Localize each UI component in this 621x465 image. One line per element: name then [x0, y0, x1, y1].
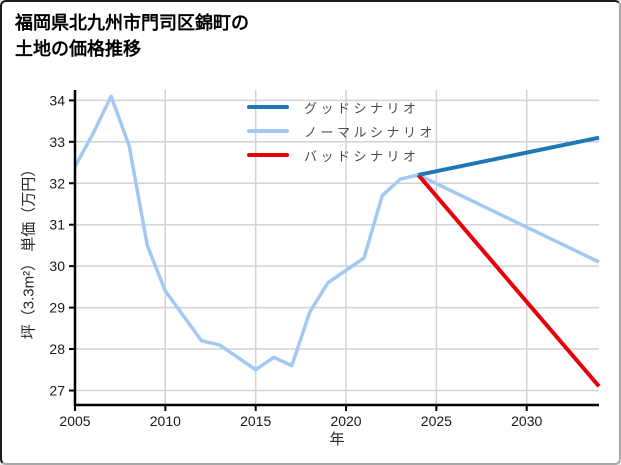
legend-label-good: グッドシナリオ	[304, 100, 420, 116]
y-axis-label: 坪（3.3m²） 単価（万円）	[20, 161, 38, 340]
bad-scenario-line-swatch	[247, 153, 289, 157]
x-tick-label: 2010	[150, 413, 181, 429]
legend-label-bad: バッドシナリオ	[304, 148, 420, 164]
x-tick-label: 2005	[59, 413, 90, 429]
y-tick-label: 31	[49, 217, 65, 233]
chart-title-line2: 土地の価格推移	[15, 39, 141, 59]
legend-item-good-scenario: グッドシナリオ	[247, 95, 436, 119]
good-scenario-line-swatch	[247, 105, 289, 109]
y-tick-label: 27	[49, 382, 65, 398]
y-tick-label: 34	[49, 92, 65, 108]
series-line-good-scenario	[417, 135, 600, 177]
series-line-normal-scenario	[73, 94, 600, 372]
x-axis-label: 年	[329, 431, 345, 448]
y-tick-label: 29	[49, 300, 65, 316]
series-line-bad-scenario	[416, 173, 601, 388]
legend-item-normal-scenario: ノーマルシナリオ	[247, 119, 436, 143]
normal-scenario-line-swatch	[247, 129, 289, 133]
y-tick-label: 30	[49, 258, 65, 274]
x-tick-label: 2020	[330, 413, 361, 429]
x-tick-label: 2030	[511, 413, 542, 429]
y-tick-label: 33	[49, 134, 65, 150]
legend-item-bad-scenario: バッドシナリオ	[247, 143, 436, 167]
chart-title-line1: 福岡県北九州市門司区錦町の	[15, 13, 249, 33]
chart-legend: グッドシナリオ ノーマルシナリオ バッドシナリオ	[247, 95, 436, 167]
y-tick-label: 32	[49, 175, 65, 191]
x-tick-label: 2025	[421, 413, 452, 429]
legend-label-normal: ノーマルシナリオ	[304, 124, 437, 140]
y-tick-label: 28	[49, 341, 65, 357]
chart-title: 福岡県北九州市門司区錦町の 土地の価格推移	[15, 10, 249, 62]
x-tick-label: 2015	[240, 413, 271, 429]
